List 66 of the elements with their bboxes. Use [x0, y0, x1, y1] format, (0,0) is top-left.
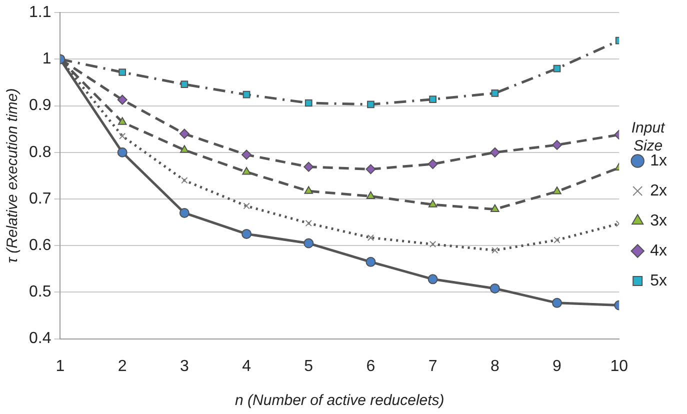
point — [552, 186, 562, 194]
legend-title: Input Size — [631, 120, 666, 155]
point — [490, 147, 500, 158]
point — [428, 159, 438, 170]
point — [429, 240, 436, 248]
y-tick-label: 0.6 — [28, 237, 52, 254]
point — [117, 94, 128, 105]
point — [490, 204, 500, 212]
point — [554, 236, 560, 244]
point — [304, 99, 312, 107]
point — [304, 162, 314, 172]
point — [428, 200, 438, 208]
y-tick-label: 0.4 — [28, 330, 52, 348]
y-tick-label: 0.5 — [28, 284, 52, 301]
legend-label: 2x — [650, 182, 668, 200]
point — [242, 150, 252, 160]
point — [491, 90, 499, 97]
point — [552, 140, 562, 150]
y-tick-label: 1.1 — [28, 4, 52, 22]
legend-label: 5x — [650, 272, 668, 290]
point — [242, 228, 252, 239]
legend-label: 3x — [650, 212, 668, 230]
point — [367, 100, 374, 108]
point — [366, 256, 376, 267]
point — [179, 128, 190, 139]
point — [428, 274, 438, 284]
legend-label: 1x — [650, 152, 668, 170]
point — [305, 220, 312, 227]
x-tick-label: 9 — [552, 358, 562, 375]
x-tick-label: 2 — [118, 358, 127, 375]
point — [179, 208, 190, 218]
point — [180, 145, 189, 153]
x-tick-label: 5 — [304, 358, 314, 375]
x-tick-label: 7 — [428, 358, 438, 375]
point — [553, 64, 561, 72]
point — [118, 117, 127, 125]
point — [552, 298, 562, 308]
point — [367, 234, 374, 242]
legend-label: 4x — [650, 242, 668, 260]
point — [117, 147, 128, 158]
point — [366, 164, 376, 174]
point — [366, 191, 376, 199]
point — [304, 186, 314, 194]
point — [242, 90, 250, 98]
point — [243, 202, 250, 210]
y-tick-label: 1 — [42, 50, 52, 68]
point — [304, 238, 314, 248]
y-axis-title: τ (Relative execution time) — [4, 88, 22, 264]
x-tick-label: 4 — [242, 358, 252, 375]
x-tick-label: 3 — [180, 358, 189, 375]
y-tick-label: 0.9 — [28, 97, 52, 114]
x-axis-title: n (Number of active reducelets) — [235, 392, 444, 410]
point — [429, 96, 436, 103]
point — [181, 177, 188, 184]
point — [118, 68, 126, 76]
point — [492, 246, 498, 254]
x-tick-label: 1 — [56, 358, 65, 375]
point — [242, 166, 251, 175]
y-tick-label: 0.7 — [28, 190, 52, 208]
point — [490, 283, 500, 294]
point — [119, 132, 126, 140]
y-tick-label: 0.8 — [28, 144, 52, 161]
x-tick-label: 8 — [490, 358, 500, 375]
point — [180, 80, 188, 88]
x-tick-label: 10 — [610, 358, 628, 375]
x-tick-label: 6 — [366, 358, 376, 375]
